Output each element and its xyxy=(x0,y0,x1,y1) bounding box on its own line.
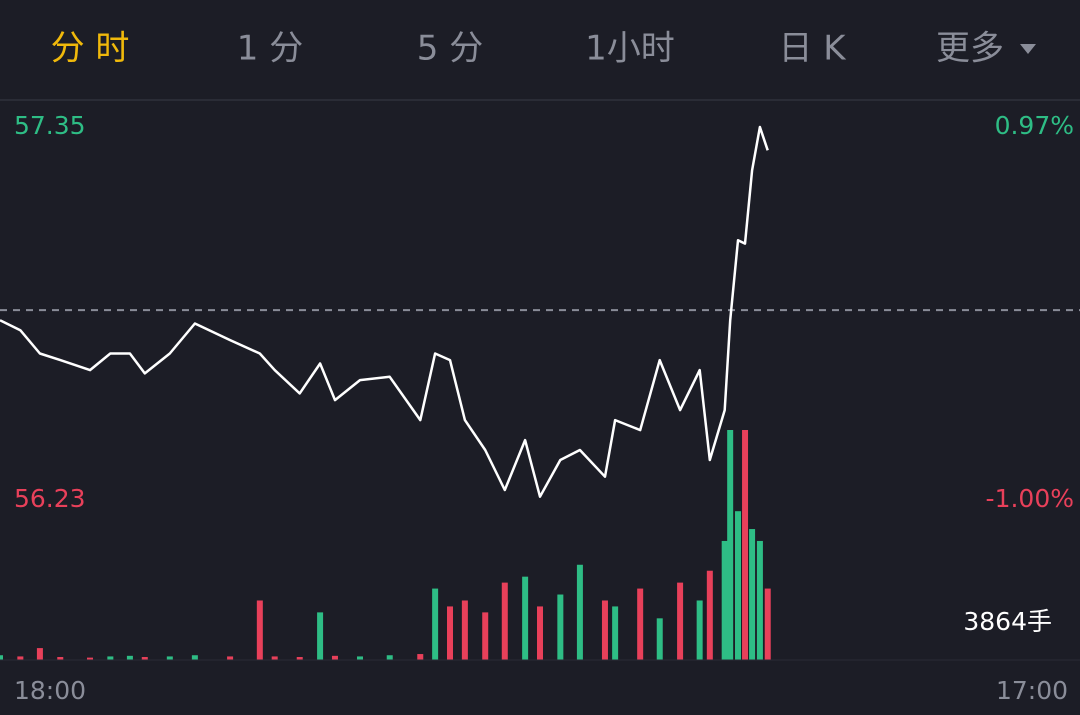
volume-bar xyxy=(191,655,198,660)
volume-bar xyxy=(522,576,529,660)
volume-bar xyxy=(57,657,64,660)
volume-bar xyxy=(656,618,663,660)
volume-bar xyxy=(461,600,468,660)
x-tick-label: 18:00 xyxy=(14,676,86,705)
volume-bar xyxy=(36,648,43,660)
volume-bar xyxy=(501,582,508,660)
tab[interactable]: 1小时 xyxy=(585,29,675,69)
dropdown-arrow[interactable] xyxy=(1020,44,1036,54)
volume-bar xyxy=(721,540,728,660)
tab[interactable]: 1 分 xyxy=(237,29,303,69)
price-line xyxy=(0,125,769,498)
volume-bar xyxy=(0,655,3,660)
volume-bar xyxy=(357,656,363,660)
volume-bar xyxy=(612,606,619,660)
volume-bar xyxy=(417,654,424,660)
volume-bar xyxy=(764,588,771,660)
volume-bar xyxy=(227,656,234,660)
volume-bar xyxy=(331,655,338,660)
volume-bar xyxy=(126,655,133,660)
volume-bar xyxy=(107,656,114,660)
volume-bar xyxy=(637,588,644,660)
volume-max-label: 3864手 xyxy=(963,607,1052,636)
volume-bar xyxy=(317,612,324,660)
tab-bar: 分 时 1 分 5 分 1小时 日 K 更多 xyxy=(51,29,1004,69)
volume-bar xyxy=(447,606,453,660)
y-tick-label: 57.35 xyxy=(14,111,86,140)
volume-bar xyxy=(735,511,741,660)
volume-bar xyxy=(677,582,684,660)
volume-bar xyxy=(537,606,543,660)
volume-bar xyxy=(432,588,439,660)
y2-tick-label: 0.97% xyxy=(995,111,1074,140)
volume-bar xyxy=(696,600,703,660)
y2-tick-label: -1.00% xyxy=(986,484,1074,513)
volume-bar xyxy=(256,600,263,660)
y-tick-label: 56.23 xyxy=(14,484,86,513)
volume-bar xyxy=(141,657,148,660)
volume-bar xyxy=(706,570,713,660)
volume-bar xyxy=(601,600,608,660)
volume-bar xyxy=(557,594,564,660)
volume-bar xyxy=(756,540,763,660)
x-tick-label: 17:00 xyxy=(996,676,1068,705)
tab[interactable]: 分 时 xyxy=(51,29,130,69)
tab[interactable]: 日 K xyxy=(778,29,847,69)
chart: 57.35 56.23 0.97% -1.00% 18:00 17:00 3864手 xyxy=(0,111,1080,705)
volume-bar xyxy=(749,529,756,660)
volume-bar xyxy=(727,430,734,660)
volume-bar xyxy=(271,656,278,660)
volume-bar xyxy=(296,657,303,660)
volume-bar xyxy=(87,657,93,660)
volume-bar xyxy=(17,656,24,660)
volume-bar xyxy=(482,612,489,660)
volume-bar xyxy=(742,430,749,660)
tab[interactable]: 更多 xyxy=(936,29,1004,69)
volume-bar xyxy=(166,656,173,660)
tab[interactable]: 5 分 xyxy=(417,29,483,69)
volume-bar xyxy=(386,655,393,660)
volume-bar xyxy=(576,564,583,660)
